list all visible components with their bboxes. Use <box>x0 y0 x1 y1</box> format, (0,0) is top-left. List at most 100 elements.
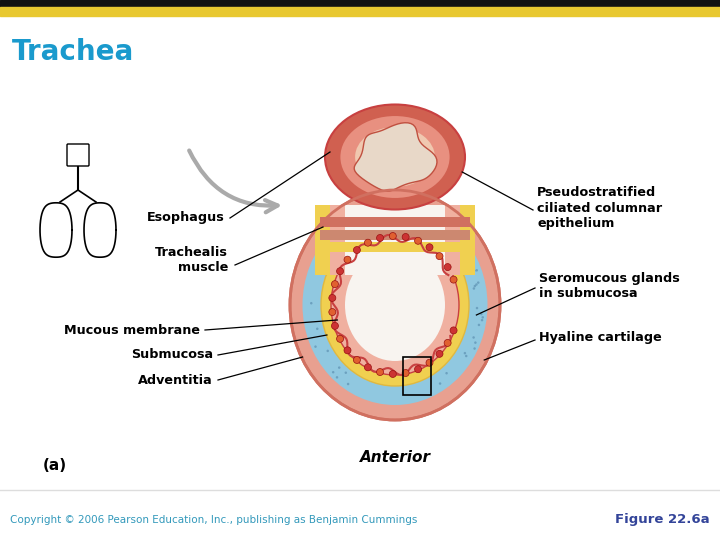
Ellipse shape <box>347 383 349 385</box>
Ellipse shape <box>476 307 478 309</box>
FancyArrowPatch shape <box>189 151 278 212</box>
Ellipse shape <box>355 127 435 187</box>
Ellipse shape <box>377 234 384 241</box>
Ellipse shape <box>475 269 478 272</box>
Ellipse shape <box>402 233 409 240</box>
Ellipse shape <box>336 376 338 379</box>
Ellipse shape <box>474 285 476 287</box>
Ellipse shape <box>325 105 465 210</box>
Ellipse shape <box>468 266 470 268</box>
Ellipse shape <box>336 268 343 275</box>
Ellipse shape <box>326 350 329 352</box>
Ellipse shape <box>450 327 457 334</box>
Ellipse shape <box>450 276 457 283</box>
Bar <box>315 205 475 275</box>
Ellipse shape <box>473 347 476 350</box>
Ellipse shape <box>323 250 325 252</box>
Text: Mucous membrane: Mucous membrane <box>64 323 200 336</box>
Ellipse shape <box>321 224 469 386</box>
Ellipse shape <box>402 369 409 376</box>
Ellipse shape <box>426 359 433 366</box>
Ellipse shape <box>386 216 389 219</box>
Ellipse shape <box>426 244 433 251</box>
Bar <box>320 217 470 227</box>
Ellipse shape <box>475 284 477 286</box>
Ellipse shape <box>428 221 431 224</box>
Ellipse shape <box>477 281 480 284</box>
Ellipse shape <box>477 323 480 326</box>
Text: Copyright © 2006 Pearson Education, Inc., publishing as Benjamin Cummings: Copyright © 2006 Pearson Education, Inc.… <box>10 515 418 525</box>
Ellipse shape <box>472 336 475 339</box>
Ellipse shape <box>302 205 487 405</box>
Ellipse shape <box>473 269 475 272</box>
Ellipse shape <box>455 247 457 249</box>
Text: Lumen of
trachea: Lumen of trachea <box>354 310 426 340</box>
Ellipse shape <box>436 253 443 260</box>
Text: Anterior: Anterior <box>359 450 431 465</box>
Text: Pseudostratified
ciliated columnar
epithelium: Pseudostratified ciliated columnar epith… <box>537 186 662 230</box>
Ellipse shape <box>336 238 338 240</box>
Ellipse shape <box>345 249 445 361</box>
Ellipse shape <box>344 347 351 354</box>
Ellipse shape <box>381 212 383 215</box>
Text: Esophagus: Esophagus <box>148 212 225 225</box>
Ellipse shape <box>465 355 467 357</box>
Ellipse shape <box>364 239 372 246</box>
Ellipse shape <box>394 215 397 218</box>
Ellipse shape <box>290 190 500 420</box>
Ellipse shape <box>446 372 448 374</box>
Ellipse shape <box>369 220 372 222</box>
Text: (a): (a) <box>43 457 67 472</box>
Bar <box>0 7 720 16</box>
Ellipse shape <box>482 316 484 319</box>
Ellipse shape <box>331 322 338 329</box>
Ellipse shape <box>316 328 318 330</box>
Text: Adventitia: Adventitia <box>138 374 213 387</box>
Ellipse shape <box>469 262 472 265</box>
Ellipse shape <box>354 356 361 363</box>
Bar <box>403 357 431 395</box>
Text: Trachea: Trachea <box>12 38 134 66</box>
Bar <box>345 205 445 275</box>
Ellipse shape <box>423 221 426 224</box>
Ellipse shape <box>472 287 475 290</box>
Ellipse shape <box>331 235 459 375</box>
Ellipse shape <box>480 313 482 315</box>
Ellipse shape <box>331 281 338 288</box>
Ellipse shape <box>314 346 317 348</box>
Ellipse shape <box>364 364 372 371</box>
Text: Posterior: Posterior <box>356 143 435 158</box>
Ellipse shape <box>415 366 421 373</box>
Ellipse shape <box>338 236 340 239</box>
Bar <box>330 205 460 275</box>
Ellipse shape <box>354 247 361 254</box>
Ellipse shape <box>327 240 329 242</box>
Text: Seromucous glands
in submucosa: Seromucous glands in submucosa <box>539 272 680 300</box>
Text: Trachealis
muscle: Trachealis muscle <box>155 246 228 274</box>
Text: Submucosa: Submucosa <box>131 348 213 361</box>
Ellipse shape <box>474 341 477 344</box>
Ellipse shape <box>345 372 347 374</box>
Ellipse shape <box>336 335 343 342</box>
Text: Hyaline cartilage: Hyaline cartilage <box>539 332 662 345</box>
Ellipse shape <box>415 237 421 244</box>
FancyBboxPatch shape <box>67 144 89 166</box>
Ellipse shape <box>390 370 396 377</box>
Bar <box>320 230 470 240</box>
Ellipse shape <box>356 227 359 230</box>
Ellipse shape <box>436 350 443 357</box>
Bar <box>320 242 470 252</box>
Ellipse shape <box>464 352 466 354</box>
Ellipse shape <box>310 302 312 305</box>
Ellipse shape <box>438 382 441 385</box>
Ellipse shape <box>390 233 396 240</box>
Polygon shape <box>354 123 437 191</box>
Ellipse shape <box>344 256 351 263</box>
Ellipse shape <box>341 116 449 198</box>
Ellipse shape <box>451 235 454 237</box>
Ellipse shape <box>380 209 383 212</box>
Ellipse shape <box>345 231 347 233</box>
Ellipse shape <box>444 340 451 347</box>
Ellipse shape <box>481 319 483 321</box>
Ellipse shape <box>338 366 341 369</box>
